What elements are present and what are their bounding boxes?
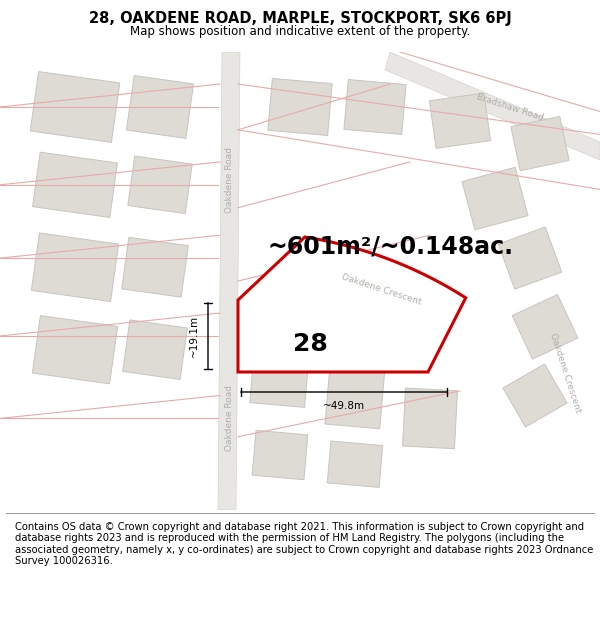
Polygon shape [511,116,569,171]
Text: 28, OAKDENE ROAD, MARPLE, STOCKPORT, SK6 6PJ: 28, OAKDENE ROAD, MARPLE, STOCKPORT, SK6… [89,11,511,26]
Polygon shape [430,93,491,148]
Polygon shape [512,294,578,359]
Polygon shape [498,227,562,289]
Polygon shape [325,362,385,429]
Text: Bradshaw Road: Bradshaw Road [475,92,545,122]
Text: ~19.1m: ~19.1m [189,315,199,357]
Polygon shape [503,364,567,427]
Text: Oakdene Crescent: Oakdene Crescent [548,331,582,414]
Polygon shape [32,316,118,384]
Polygon shape [344,79,406,134]
Polygon shape [128,156,192,214]
Polygon shape [238,237,466,372]
Polygon shape [122,238,188,297]
Polygon shape [127,76,194,138]
Polygon shape [403,388,457,449]
Polygon shape [30,71,120,142]
Polygon shape [122,320,187,379]
Polygon shape [218,52,240,510]
Polygon shape [385,52,600,160]
Polygon shape [268,79,332,136]
Polygon shape [250,338,310,408]
Polygon shape [252,431,308,480]
Text: Map shows position and indicative extent of the property.: Map shows position and indicative extent… [130,26,470,39]
Text: ~601m²/~0.148ac.: ~601m²/~0.148ac. [267,235,513,259]
Text: Contains OS data © Crown copyright and database right 2021. This information is : Contains OS data © Crown copyright and d… [15,521,593,566]
Polygon shape [32,152,118,218]
Polygon shape [272,304,328,359]
Text: Oakdene Road: Oakdene Road [224,148,233,213]
Text: Oakdene Crescent: Oakdene Crescent [340,273,422,307]
Text: 28: 28 [293,332,328,356]
Polygon shape [327,441,383,488]
Polygon shape [462,168,528,230]
Text: ~49.8m: ~49.8m [323,401,365,411]
Text: Oakdene Road: Oakdene Road [224,386,233,451]
Polygon shape [31,233,119,301]
